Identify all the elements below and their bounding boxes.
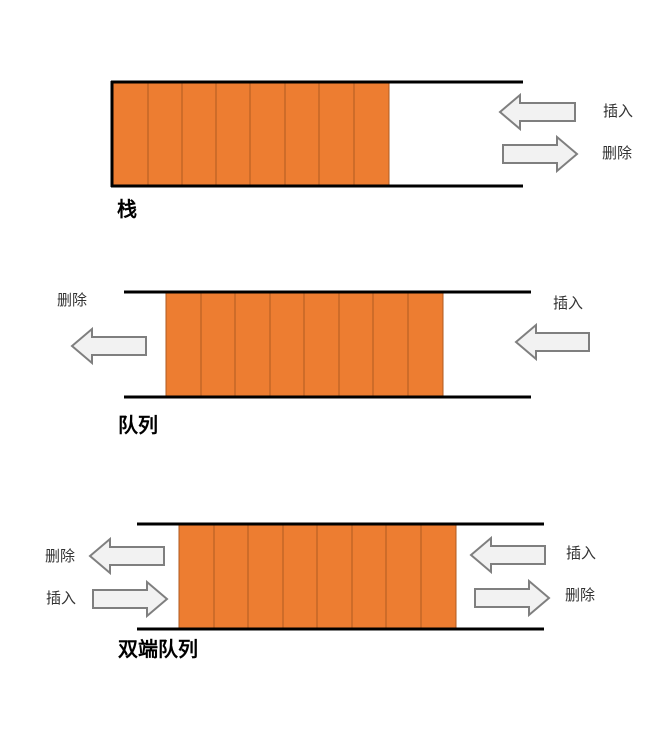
queue-cells bbox=[165, 292, 444, 397]
deque-cell bbox=[316, 524, 353, 629]
queue-insert-label: 插入 bbox=[553, 294, 583, 312]
deque-left-insert-label: 插入 bbox=[46, 589, 76, 607]
queue-delete-label: 删除 bbox=[57, 291, 87, 309]
stack-cell bbox=[249, 82, 286, 186]
deque-cell bbox=[247, 524, 284, 629]
deque-cell bbox=[282, 524, 318, 629]
stack-title: 栈 bbox=[117, 197, 137, 221]
queue-cell bbox=[200, 292, 236, 397]
deque-left-insert-arrow-icon bbox=[92, 579, 169, 619]
stack-cell bbox=[318, 82, 355, 186]
deque-right-delete-arrow-icon bbox=[474, 578, 551, 618]
stack-cell bbox=[112, 82, 149, 186]
queue-cell bbox=[338, 292, 374, 397]
queue-insert-arrow-icon bbox=[514, 322, 590, 362]
deque-cell bbox=[385, 524, 422, 629]
stack-cell bbox=[215, 82, 251, 186]
deque-left-delete-label: 删除 bbox=[45, 547, 75, 565]
deque-title: 双端队列 bbox=[118, 637, 198, 661]
queue-title: 队列 bbox=[118, 413, 158, 437]
stack-diagram: 插入 删除 栈 bbox=[110, 80, 633, 221]
stack-delete-arrow-icon bbox=[502, 134, 579, 174]
queue-cell bbox=[269, 292, 305, 397]
queue-cell bbox=[303, 292, 340, 397]
queue-cell bbox=[372, 292, 409, 397]
stack-cell bbox=[147, 82, 183, 186]
deque-right-insert-arrow-icon bbox=[469, 535, 546, 575]
deque-cell bbox=[178, 524, 215, 629]
stack-insert-arrow-icon bbox=[498, 92, 576, 132]
deque-cell bbox=[420, 524, 457, 629]
queue-diagram: 删除 插入 队列 bbox=[57, 290, 590, 437]
deque-right-delete-label: 删除 bbox=[565, 586, 595, 604]
queue-cell bbox=[407, 292, 444, 397]
deque-right-insert-label: 插入 bbox=[566, 544, 596, 562]
stack-cell bbox=[284, 82, 320, 186]
stack-insert-label: 插入 bbox=[603, 102, 633, 120]
deque-left-delete-arrow-icon bbox=[88, 536, 165, 576]
deque-cells bbox=[178, 524, 457, 629]
queue-delete-arrow-icon bbox=[70, 326, 147, 366]
stack-delete-label: 删除 bbox=[602, 144, 632, 162]
deque-cell bbox=[351, 524, 387, 629]
stack-cells bbox=[112, 82, 390, 186]
deque-cell bbox=[213, 524, 249, 629]
queue-cell bbox=[234, 292, 271, 397]
deque-diagram: 删除 插入 插入 删除 双端队列 bbox=[45, 522, 596, 661]
stack-cell bbox=[353, 82, 390, 186]
stack-cell bbox=[181, 82, 217, 186]
queue-cell bbox=[165, 292, 202, 397]
